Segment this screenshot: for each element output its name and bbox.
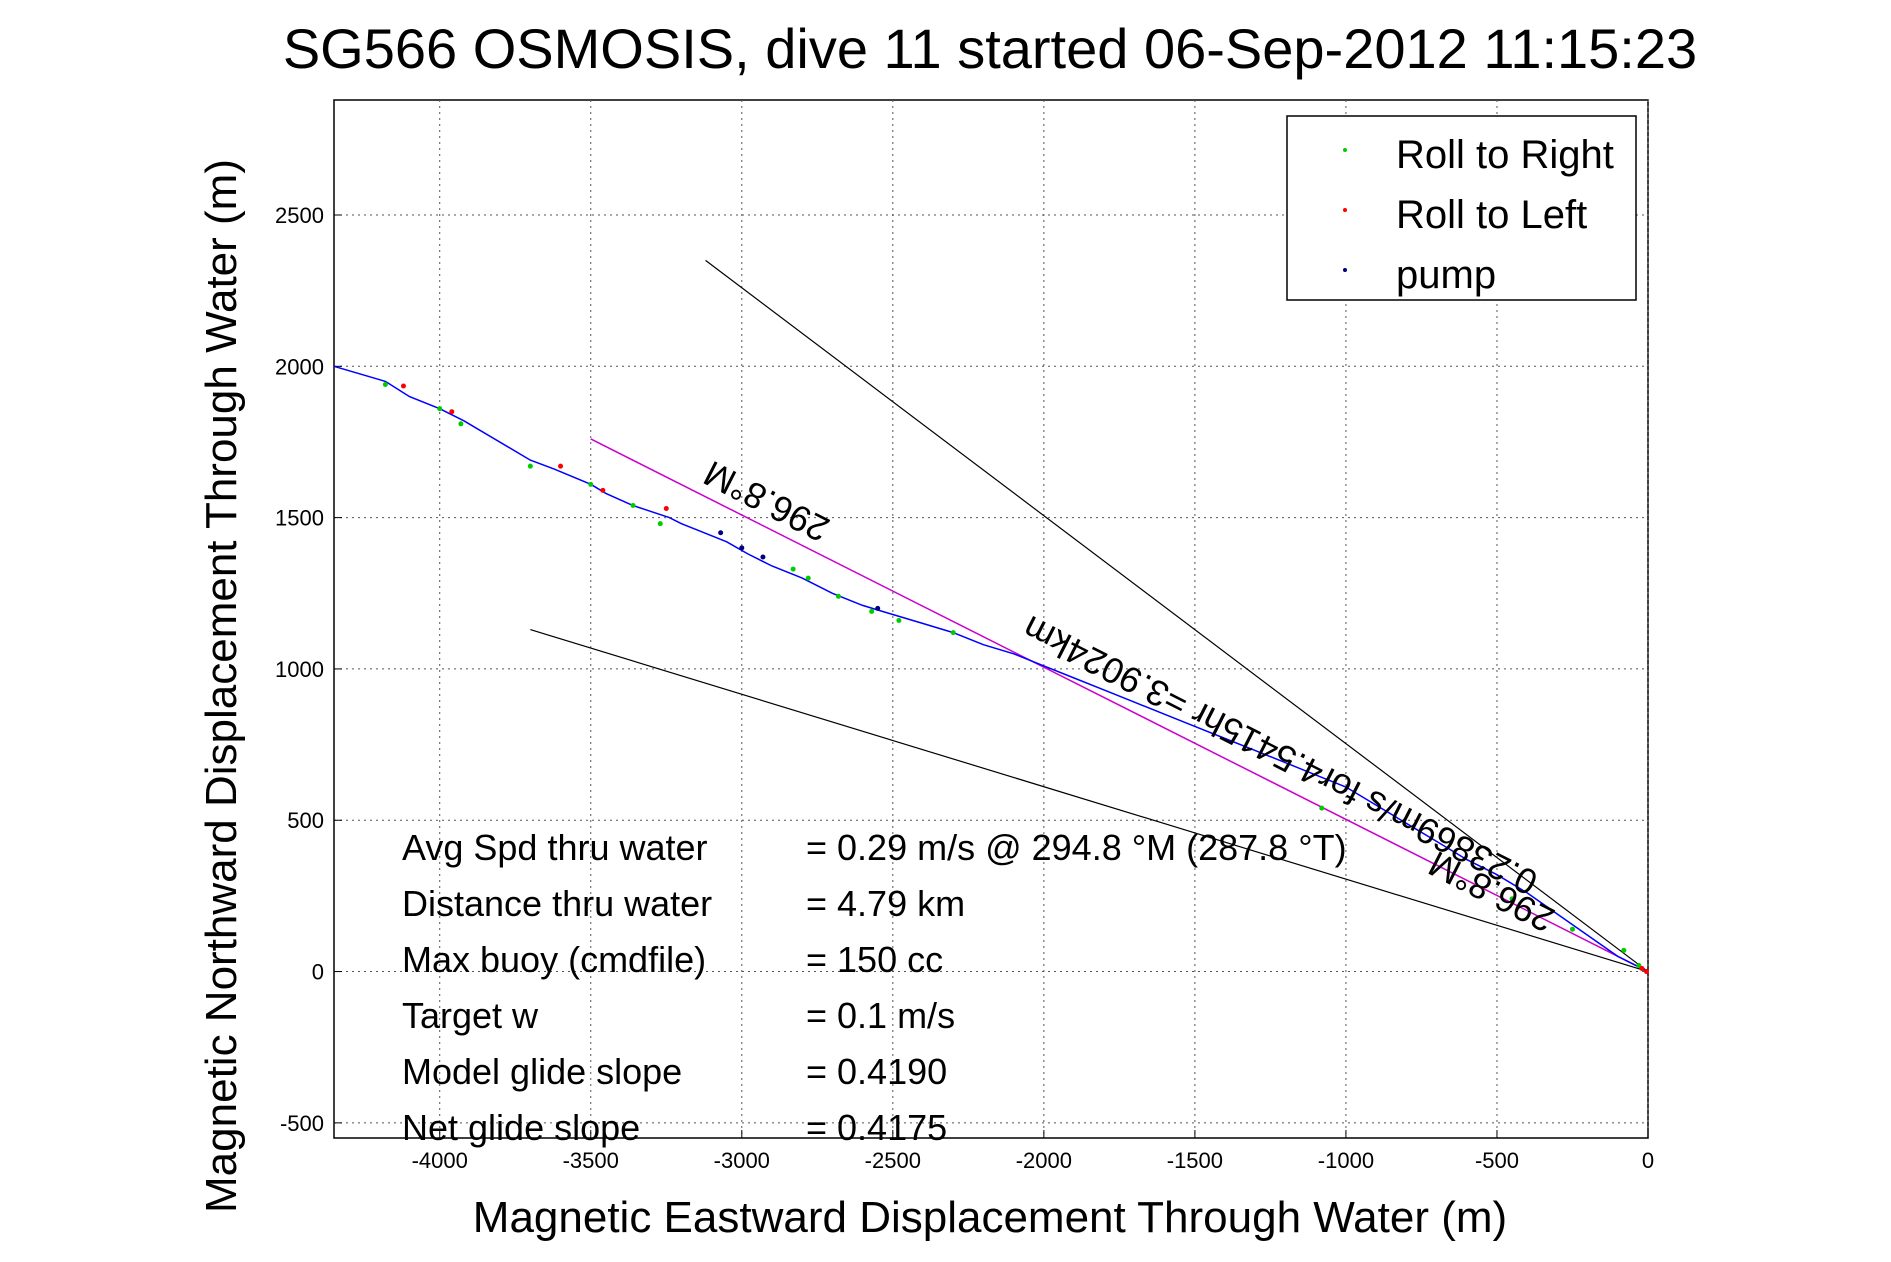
stat-value: = 0.1 m/s bbox=[806, 995, 955, 1036]
bearing-cone-line bbox=[705, 259, 1649, 973]
y-tick-label: 500 bbox=[287, 808, 324, 833]
x-tick-label: -1000 bbox=[1318, 1148, 1374, 1173]
roll-right-point bbox=[437, 406, 443, 412]
roll-left-point bbox=[600, 487, 606, 493]
x-tick-label: -500 bbox=[1475, 1148, 1519, 1173]
roll-right-point bbox=[382, 381, 388, 387]
x-tick-label: -3500 bbox=[563, 1148, 619, 1173]
x-tick-label: -2500 bbox=[865, 1148, 921, 1173]
legend-label-pump: pump bbox=[1396, 253, 1496, 297]
x-tick-label: -1500 bbox=[1167, 1148, 1223, 1173]
x-tick-label: -3000 bbox=[714, 1148, 770, 1173]
roll-right-point bbox=[657, 521, 663, 527]
y-tick-label: 2500 bbox=[275, 203, 324, 228]
y-axis-label: Magnetic Northward Displacement Through … bbox=[197, 159, 246, 1213]
roll-right-point bbox=[1319, 805, 1325, 811]
x-axis-label: Magnetic Eastward Displacement Through W… bbox=[473, 1193, 1507, 1242]
track-markers bbox=[382, 381, 1649, 975]
roll-right-point bbox=[950, 630, 956, 636]
stat-label: Distance thru water bbox=[402, 883, 712, 924]
stat-label: Avg Spd thru water bbox=[402, 827, 708, 868]
roll-right-point bbox=[790, 566, 796, 572]
grid-lines bbox=[334, 100, 1649, 1138]
stat-value: = 4.79 km bbox=[806, 883, 965, 924]
glider-track-line bbox=[333, 365, 1649, 973]
pump-point bbox=[739, 545, 745, 551]
roll-left-point bbox=[400, 383, 406, 389]
heading-line bbox=[590, 438, 1649, 973]
stat-label: Model glide slope bbox=[402, 1051, 682, 1092]
stat-label: Max buoy (cmdfile) bbox=[402, 939, 706, 980]
stat-label: Target w bbox=[402, 995, 539, 1036]
roll-right-point bbox=[588, 481, 594, 487]
y-tick-labels: -500 0 500 1000 1500 2000 2500 bbox=[275, 203, 324, 1136]
x-tick-label: -2000 bbox=[1016, 1148, 1072, 1173]
y-tick-label: 2000 bbox=[275, 354, 324, 379]
roll-right-point bbox=[896, 618, 902, 624]
pump-point bbox=[760, 554, 766, 560]
track-lines bbox=[333, 259, 1649, 973]
y-tick-label: 1000 bbox=[275, 657, 324, 682]
x-tick-label: -4000 bbox=[412, 1148, 468, 1173]
bearing-cone-line bbox=[530, 629, 1649, 973]
roll-right-point bbox=[630, 503, 636, 509]
roll-right-point bbox=[1569, 926, 1575, 932]
dive-statistics: Avg Spd thru water = 0.29 m/s @ 294.8 °M … bbox=[402, 827, 1347, 1148]
legend-marker-pump bbox=[1343, 268, 1347, 272]
roll-right-point bbox=[805, 575, 811, 581]
roll-right-point bbox=[1621, 947, 1627, 953]
roll-right-point bbox=[1509, 896, 1515, 902]
x-tick-labels: -4000 -3500 -3000 -2500 -2000 -1500 -1000 -500 0 bbox=[412, 1148, 1655, 1173]
roll-left-point bbox=[449, 409, 455, 415]
legend: Roll to Right Roll to Left pump bbox=[1286, 115, 1637, 301]
stat-value: = 150 cc bbox=[806, 939, 943, 980]
legend-marker-roll-left bbox=[1343, 208, 1347, 212]
chart-title: SG566 OSMOSIS, dive 11 started 06-Sep-20… bbox=[283, 17, 1697, 80]
roll-right-point bbox=[835, 593, 841, 599]
legend-label-roll-right: Roll to Right bbox=[1396, 133, 1614, 177]
pump-point bbox=[718, 530, 724, 536]
stat-value: = 0.4175 bbox=[806, 1107, 947, 1148]
roll-right-point bbox=[869, 608, 875, 614]
stat-label: Net glide slope bbox=[402, 1107, 640, 1148]
y-tick-label: 1500 bbox=[275, 506, 324, 531]
roll-right-point bbox=[527, 463, 533, 469]
roll-right-point bbox=[1636, 963, 1642, 969]
x-tick-label: 0 bbox=[1642, 1148, 1654, 1173]
pump-point bbox=[875, 605, 881, 611]
legend-marker-roll-right bbox=[1343, 148, 1347, 152]
y-tick-label: 0 bbox=[312, 960, 324, 985]
y-tick-label: -500 bbox=[280, 1111, 324, 1136]
legend-label-roll-left: Roll to Left bbox=[1396, 193, 1587, 237]
roll-right-point bbox=[458, 421, 464, 427]
stat-value: = 0.29 m/s @ 294.8 °M (287.8 °T) bbox=[806, 827, 1347, 868]
roll-left-point bbox=[1639, 966, 1645, 972]
stat-value: = 0.4190 bbox=[806, 1051, 947, 1092]
roll-left-point bbox=[1643, 969, 1649, 975]
roll-left-point bbox=[663, 506, 669, 512]
roll-left-point bbox=[558, 463, 564, 469]
